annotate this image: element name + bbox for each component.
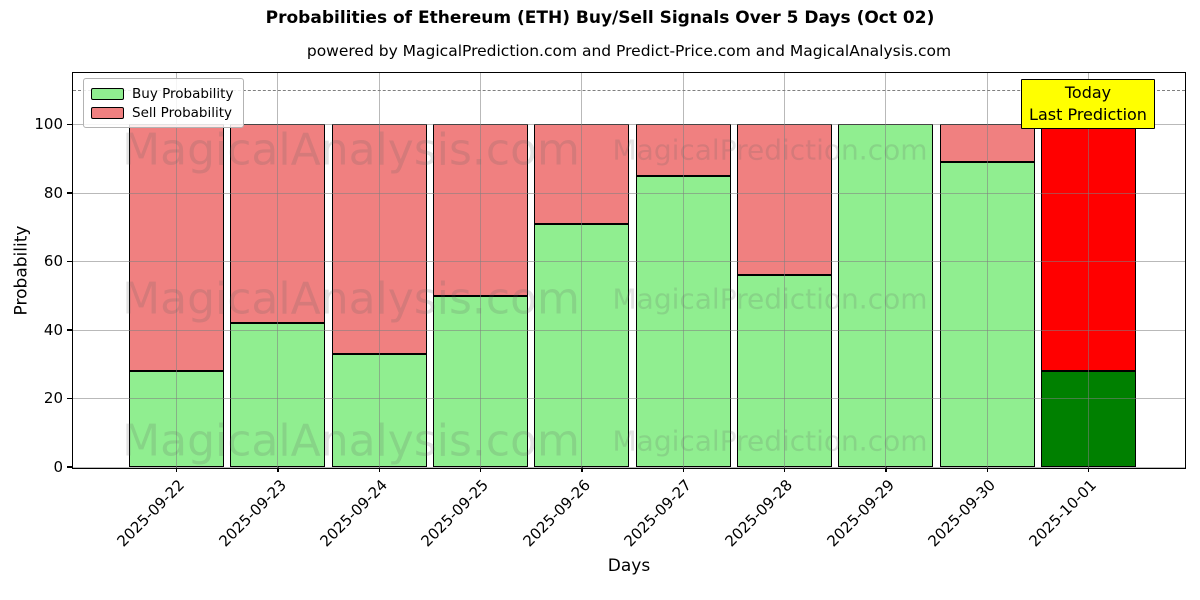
y-tick-40 [66,329,72,331]
y-tick-80 [66,192,72,194]
x-gridline-2025-09-26 [581,73,583,468]
x-tick-2025-09-30 [986,467,988,472]
y-gridline-0 [73,467,1185,468]
x-tick-2025-09-24 [378,467,380,472]
y-gridline-80 [73,192,1185,194]
legend: Buy Probability Sell Probability [83,78,245,128]
x-tick-label-text: 2025-09-25 [417,476,493,551]
watermark-left-row2: MagicalAnalysis.com [122,273,580,324]
legend-label-buy: Buy Probability [132,85,234,102]
x-gridline-2025-09-28 [783,73,785,468]
y-tick-0 [66,466,72,468]
x-tick-2025-09-22 [175,467,178,472]
x-tick-label-text: 2025-10-01 [1025,476,1101,551]
y-tick-label-0: 0 [53,458,63,476]
y-gridline-20 [73,398,1185,400]
watermark-left-row1: MagicalAnalysis.com [122,124,580,175]
x-tick-label-text: 2025-09-26 [519,476,594,551]
x-gridline-2025-10-01 [1087,73,1089,468]
x-tick-2025-09-28 [783,467,786,472]
watermark-left-row3: MagicalAnalysis.com [122,415,580,466]
x-gridline-2025-09-27 [682,73,684,468]
y-gridline-60 [73,261,1185,263]
legend-label-sell: Sell Probability [132,104,233,121]
legend-swatch-buy [91,87,124,100]
x-tick-2025-09-29 [885,467,887,472]
x-tick-2025-09-25 [479,467,482,472]
x-tick-label-text: 2025-09-29 [823,476,898,551]
x-tick-label-text: 2025-09-23 [215,476,290,551]
watermark-right-row3: MagicalPrediction.com [612,424,928,457]
x-gridline-2025-09-30 [986,73,988,468]
y-gridline-100 [73,124,1185,126]
x-gridline-2025-09-24 [378,73,380,468]
today-annotation-line2: Last Prediction [1029,105,1147,124]
x-tick-2025-09-27 [682,467,684,472]
x-tick-2025-10-01 [1087,467,1090,472]
y-tick-label-20: 20 [43,389,63,408]
x-gridline-2025-09-25 [479,73,481,468]
x-tick-label-text: 2025-09-28 [721,476,797,551]
dashed-reference-line [73,90,1185,92]
y-tick-label-40: 40 [43,320,63,339]
x-tick-label-text: 2025-09-24 [316,476,391,551]
plot-area: 0 20 40 60 80 100 2025-09-22 2025-09-23 2025-09-… [34,72,1186,550]
y-gridline-40 [73,329,1185,331]
x-tick-label-text: 2025-09-22 [113,476,189,551]
y-tick-20 [66,397,72,400]
x-tick-2025-09-26 [581,467,583,472]
legend-item-sell: Sell Probability [91,103,233,122]
legend-swatch-sell [91,106,124,119]
watermark-right-row2: MagicalPrediction.com [612,282,928,315]
x-tick-2025-09-23 [277,467,279,472]
chart-subtitle: powered by MagicalPrediction.com and Pre… [306,42,952,60]
watermark-right-row1: MagicalPrediction.com [612,133,928,166]
today-annotation: Today Last Prediction [1021,79,1155,129]
y-tick-100 [66,123,72,126]
y-tick-label-100: 100 [34,115,63,134]
chart-title: Probabilities of Ethereum (ETH) Buy/Sell… [265,8,935,28]
x-tick-label-text: 2025-09-27 [620,476,695,551]
y-tick-label-80: 80 [43,183,63,202]
today-annotation-line1: Today [1064,83,1112,102]
x-gridline-2025-09-23 [277,73,279,468]
y-tick-label-60: 60 [43,252,63,271]
legend-item-buy: Buy Probability [91,84,233,103]
y-tick-60 [66,260,72,263]
x-gridline-2025-09-29 [885,73,887,468]
x-gridline-2025-09-22 [176,73,177,468]
x-tick-label-text: 2025-09-30 [924,476,999,551]
x-axis-label: Days [607,556,651,576]
